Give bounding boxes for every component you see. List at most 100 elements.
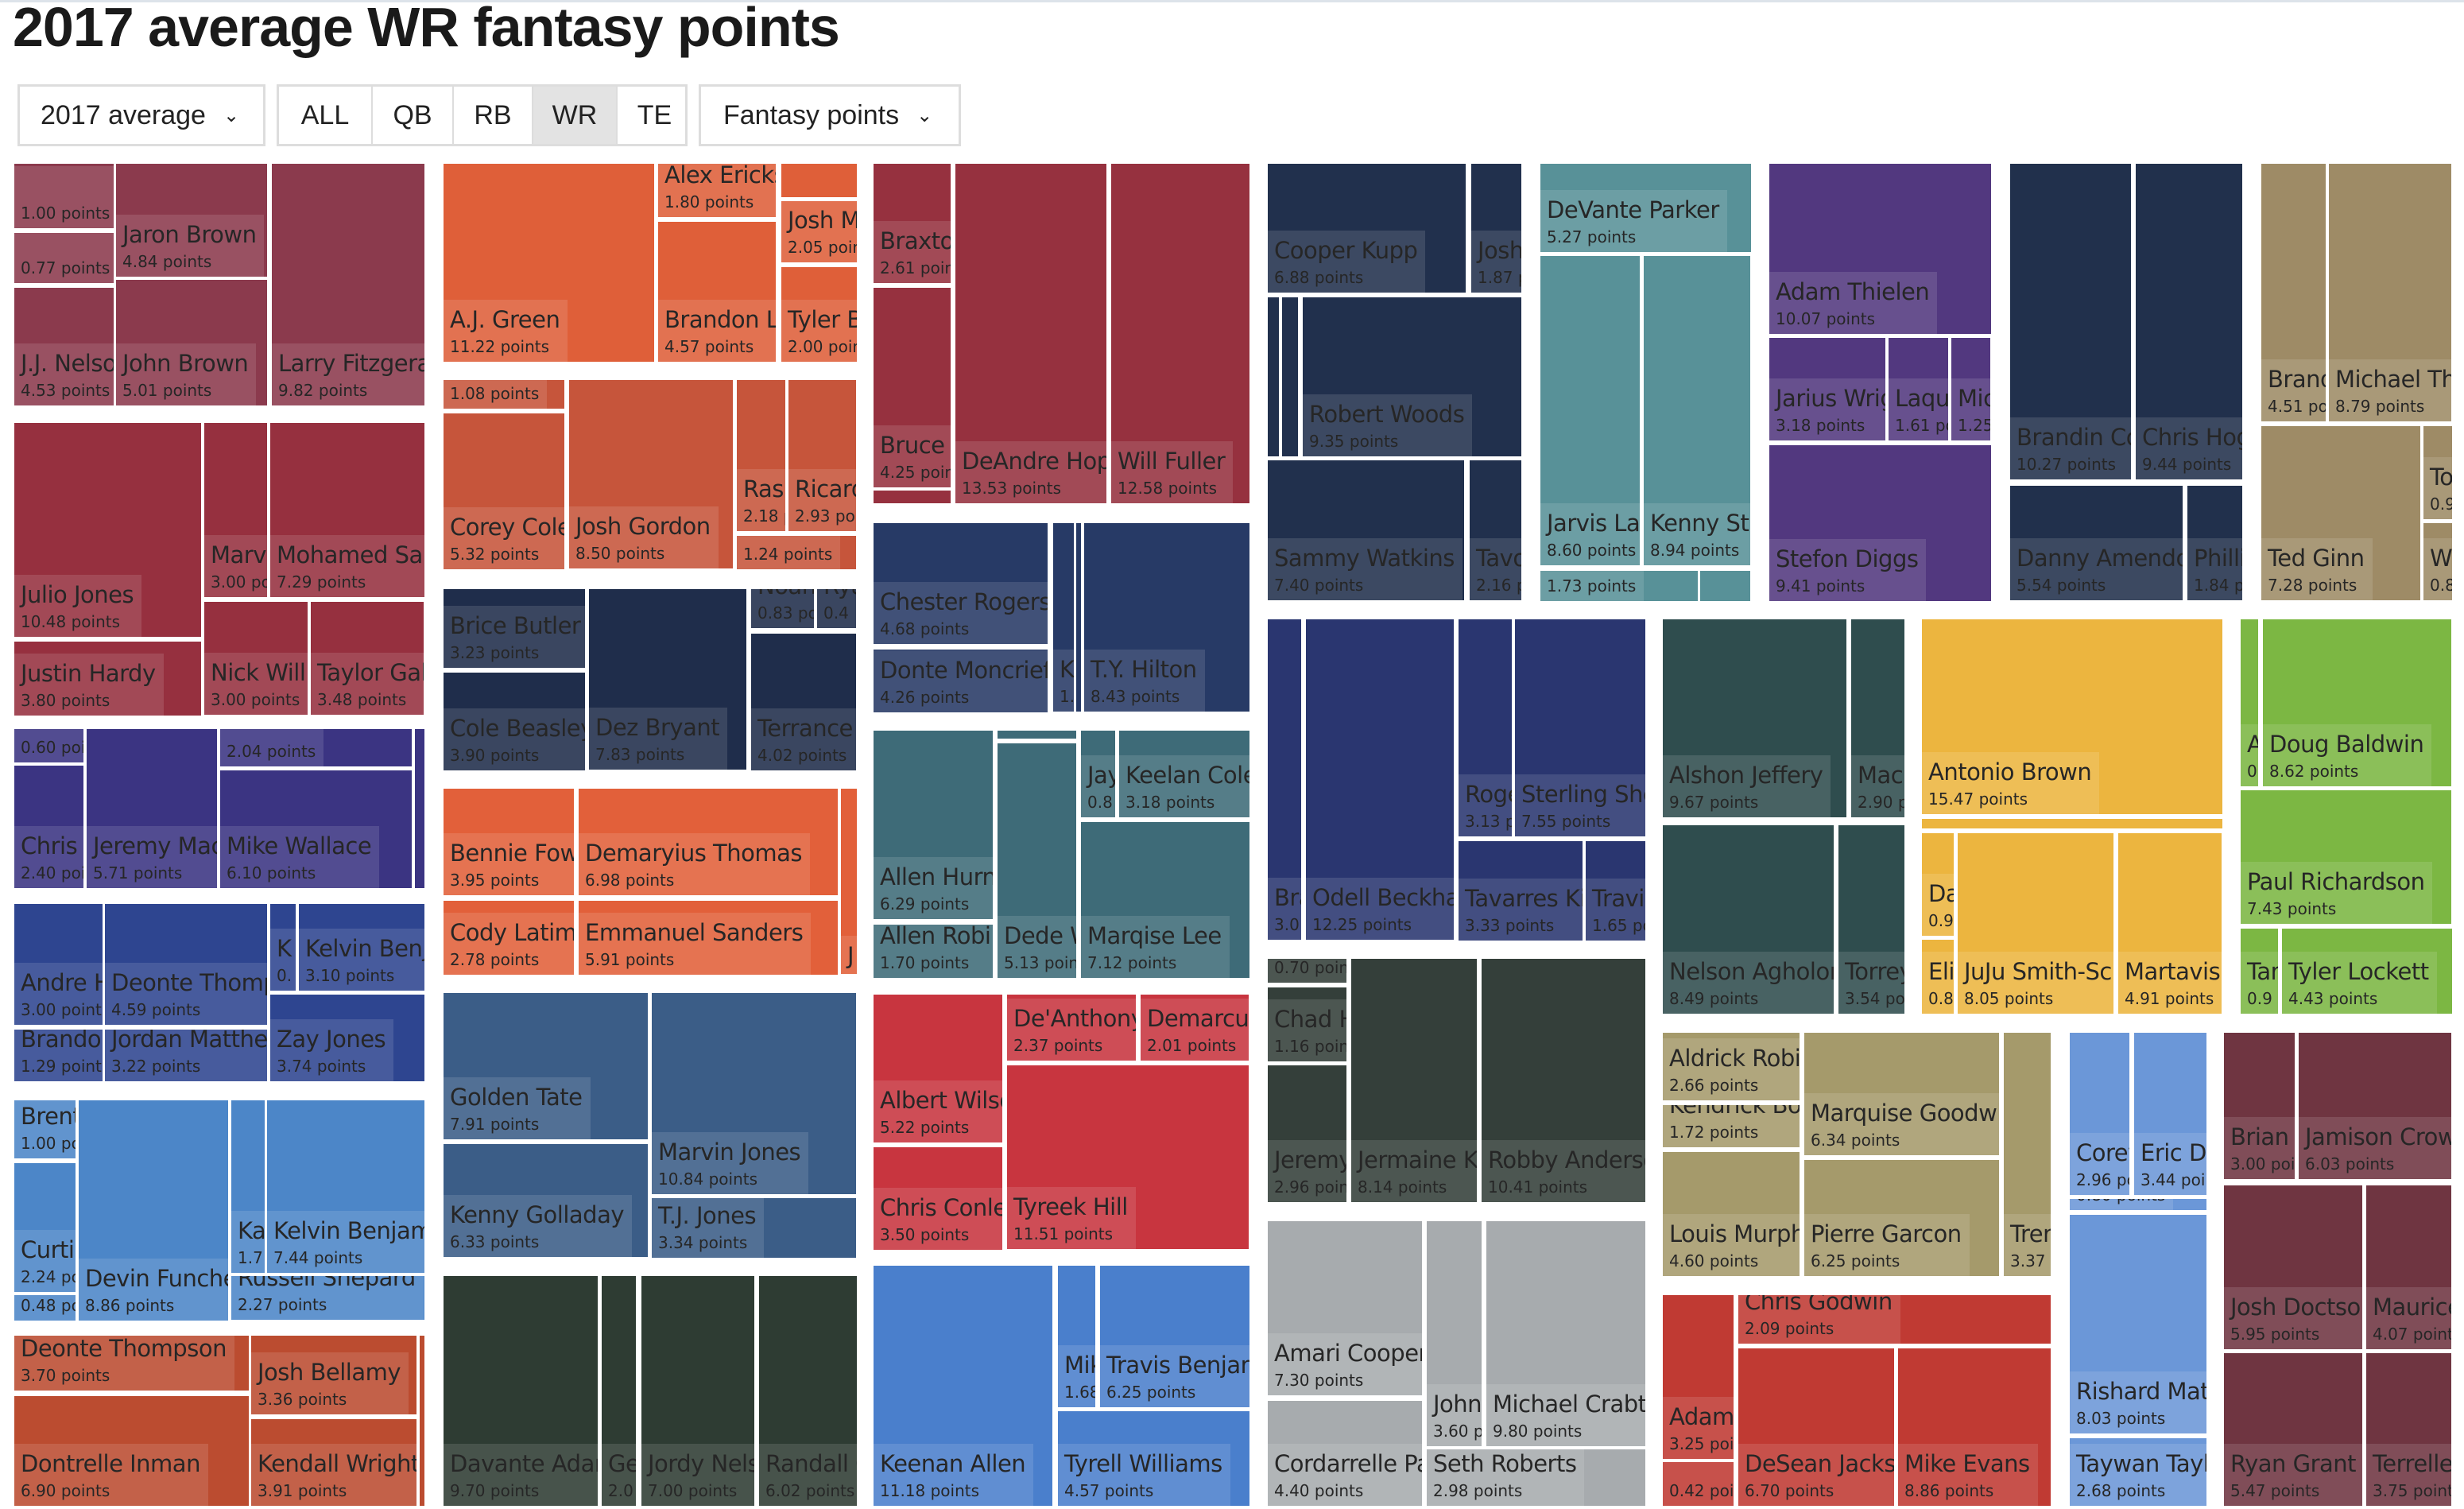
treemap-tile[interactable]: Roger Lewis 3.13 points xyxy=(1459,619,1512,836)
treemap-tile[interactable]: Curtis Samuel 2.24 points xyxy=(14,1163,76,1292)
treemap-tile[interactable]: Marquise Goodwin 6.34 points xyxy=(1804,1033,1999,1155)
metric-dropdown[interactable]: Fantasy points ⌄ xyxy=(699,84,961,146)
treemap-tile[interactable]: Golden Tate 7.91 points xyxy=(444,993,648,1139)
treemap-tile[interactable]: Michael Floyd 1.25 points xyxy=(1951,338,1990,440)
treemap-tile[interactable]: Jordy Nelson 7.00 points xyxy=(641,1276,754,1506)
treemap-tile[interactable]: 0.77 points xyxy=(14,233,114,283)
treemap-tile[interactable]: Terrelle Pryor 3.75 points xyxy=(2366,1353,2451,1506)
treemap-tile[interactable]: Josh Doctson 5.95 points xyxy=(2224,1185,2362,1349)
treemap-tile-small[interactable] xyxy=(1076,523,1081,712)
treemap-tile[interactable]: Louis Murphy 4.60 points xyxy=(1663,1152,1800,1276)
treemap-tile[interactable]: Brandin Cooks 10.27 points xyxy=(2010,164,2131,479)
treemap-tile[interactable]: 0.48 points xyxy=(14,1295,76,1321)
treemap-tile[interactable]: Bennie Fowler 3.95 points xyxy=(444,789,574,895)
treemap-tile[interactable]: 1.00 points xyxy=(14,164,114,228)
treemap-tile[interactable]: Michael Crabtree 9.80 points xyxy=(1486,1221,1645,1446)
treemap-tile[interactable]: Dede Westbrook 5.13 points xyxy=(998,743,1076,978)
treemap-tile[interactable]: Kelvin Benjamin 7.44 points xyxy=(267,1100,424,1273)
treemap-tile-small[interactable] xyxy=(1922,819,2222,828)
treemap-tile[interactable]: Tyler Lockett 4.43 points xyxy=(2282,929,2452,1014)
treemap-tile[interactable]: Rashard Higgins 2.18 points xyxy=(737,380,785,531)
treemap-tile[interactable]: Kelvin Benjamin 3.10 points xyxy=(299,904,424,991)
position-te-button[interactable]: TE xyxy=(637,99,672,130)
treemap-tile[interactable]: Johnny Holton 3.60 points xyxy=(1427,1221,1482,1446)
treemap-tile[interactable]: Mack Hollins 2.90 points xyxy=(1851,619,1904,817)
treemap-tile[interactable]: 0.60 points xyxy=(14,729,83,762)
treemap-tile[interactable]: A.J. Green 11.22 points xyxy=(444,164,654,362)
treemap-tile[interactable]: Josh Bellamy 3.36 points xyxy=(251,1336,416,1414)
treemap-tile[interactable]: Tyreek Hill 11.51 points xyxy=(1007,1065,1249,1249)
treemap-tile[interactable]: Cooper Kupp 6.88 points xyxy=(1268,164,1466,293)
treemap-tile[interactable]: 0.42 points xyxy=(1663,1462,1734,1506)
treemap-tile[interactable]: Keelan Cole 3.18 points xyxy=(1119,731,1249,817)
treemap-tile-small[interactable] xyxy=(1268,297,1279,456)
treemap-tile[interactable]: Odell Beckham 12.25 points xyxy=(1306,619,1454,940)
treemap-tile-small[interactable] xyxy=(874,491,951,503)
treemap-tile[interactable]: Brice Butler 3.23 points xyxy=(444,589,585,668)
treemap-tile[interactable]: Willie Snead 0.86 points xyxy=(2423,523,2452,600)
treemap-tile[interactable]: Marvin Jones 10.84 points xyxy=(652,993,856,1194)
treemap-tile[interactable]: 1.24 points xyxy=(737,536,856,569)
treemap-tile[interactable]: Stefon Diggs 9.41 points xyxy=(1769,445,1991,601)
treemap-tile[interactable]: Ryan Switzer 0.4 xyxy=(817,589,856,628)
treemap-tile[interactable]: Jaron Brown 4.84 points xyxy=(116,164,267,277)
treemap-tile[interactable]: Julio Jones 10.48 points xyxy=(14,423,201,637)
treemap-tile[interactable]: Seth Roberts 2.98 points xyxy=(1427,1449,1645,1506)
treemap-tile[interactable]: JuJu Smith-Schuster 8.05 points xyxy=(1958,833,2113,1014)
treemap-tile[interactable]: Eli Rogers 0.8 xyxy=(1922,940,1954,1014)
treemap-tile[interactable]: Mohamed Sanu 7.29 points xyxy=(270,423,424,597)
treemap-tile[interactable]: Jaydon Mickens 0.8 xyxy=(1081,731,1115,817)
treemap-tile-small[interactable] xyxy=(781,164,857,197)
treemap-tile-small[interactable] xyxy=(415,729,424,888)
treemap-tile[interactable]: Trent Taylor 3.37 points xyxy=(2004,1033,2051,1276)
treemap-tile[interactable]: Chad Hansen 1.16 points xyxy=(1268,987,1346,1061)
treemap-tile[interactable]: K 1. xyxy=(1053,523,1074,712)
treemap-tile[interactable]: Robert Woods 9.35 points xyxy=(1303,297,1521,456)
treemap-tile[interactable]: Phillip Dorsett 1.84 points xyxy=(2187,486,2242,600)
treemap-tile[interactable]: Taylor Gabriel 3.48 points xyxy=(311,602,424,715)
treemap-tile[interactable]: Nelson Agholor 8.49 points xyxy=(1663,825,1834,1014)
treemap-tile[interactable]: Randall Cobb 6.02 points xyxy=(759,1276,857,1506)
treemap-tile[interactable]: Albert Wilson 5.22 points xyxy=(874,995,1002,1142)
treemap-tile[interactable]: Martavis Bryant 4.91 points xyxy=(2118,833,2222,1014)
treemap-tile[interactable]: Josh Malone 2.05 points xyxy=(781,201,857,262)
treemap-tile[interactable]: Keenan Allen 11.18 points xyxy=(874,1266,1052,1506)
treemap-tile[interactable]: Deonte Thompson 4.59 points xyxy=(105,904,267,1025)
treemap-tile[interactable]: Nick Williams 3.00 points xyxy=(204,602,308,715)
treemap-tile[interactable]: Danny Amendola 5.54 points xyxy=(2010,486,2183,600)
treemap-tile[interactable]: Corey Coleman 5.32 points xyxy=(444,413,564,569)
treemap-tile[interactable]: Andre Holmes 3.00 points xyxy=(14,904,103,1025)
treemap-tile[interactable]: Tavon Austin 2.16 points xyxy=(1470,460,1521,600)
treemap-tile[interactable]: Travis Benjamin 6.25 points xyxy=(1100,1266,1249,1407)
position-wr-button[interactable]: WR xyxy=(533,87,618,144)
treemap-tile[interactable]: Kenny Stills 8.94 points xyxy=(1644,256,1750,565)
treemap-tile[interactable]: Jeremy Kerley 2.96 points xyxy=(1268,1065,1346,1202)
treemap-tile-small[interactable] xyxy=(998,731,1076,739)
treemap-tile[interactable]: Davante Adams 9.70 points xyxy=(444,1276,598,1506)
treemap-tile[interactable]: Donte Moncrief 4.26 points xyxy=(874,650,1048,712)
treemap-tile[interactable]: Maurice Harris 4.07 points xyxy=(2366,1185,2451,1349)
treemap-tile[interactable]: Mike Evans 8.86 points xyxy=(1898,1348,2051,1506)
treemap-tile[interactable]: John Brown 5.01 points xyxy=(116,280,267,405)
treemap-tile[interactable]: Brandon Coleman 4.51 points xyxy=(2261,164,2326,421)
treemap-tile[interactable]: 2.04 points xyxy=(220,729,412,766)
treemap-tile[interactable]: J.J. Nelson 4.53 points xyxy=(14,288,114,405)
treemap-tile[interactable]: Russell Shepard 2.27 points xyxy=(231,1276,424,1320)
treemap-tile[interactable]: Brandon 3.0 xyxy=(1268,619,1301,940)
treemap-tile[interactable]: 0.80 points xyxy=(2070,1199,2206,1210)
treemap-tile[interactable]: Marqise Lee 7.12 points xyxy=(1081,822,1249,978)
treemap-tile[interactable]: Allen Robinson 1.70 points xyxy=(874,925,993,978)
treemap-tile[interactable]: Dontrelle Inman 6.90 points xyxy=(14,1396,249,1506)
treemap-tile[interactable]: Tanner McEvoy 0.9 xyxy=(2241,929,2278,1014)
treemap-tile[interactable]: Rishard Matthews 8.03 points xyxy=(2070,1215,2206,1433)
treemap-tile[interactable]: Geronimo Allison 2.0 xyxy=(602,1276,636,1506)
treemap-tile[interactable]: Ricardo Louis 2.93 points xyxy=(788,380,856,531)
treemap-tile[interactable]: Brian Quick 3.00 points xyxy=(2224,1033,2295,1179)
treemap-tile[interactable]: Emmanuel Sanders 5.91 points xyxy=(579,901,838,975)
treemap-tile[interactable]: J xyxy=(841,789,857,974)
treemap-tile[interactable]: Tavarres King 3.33 points xyxy=(1459,841,1583,941)
treemap-tile[interactable]: Amari Cooper 7.30 points xyxy=(1268,1221,1422,1395)
treemap-tile[interactable]: Deonte Thompson 3.70 points xyxy=(14,1336,249,1391)
treemap-tile-small[interactable] xyxy=(420,1336,424,1506)
